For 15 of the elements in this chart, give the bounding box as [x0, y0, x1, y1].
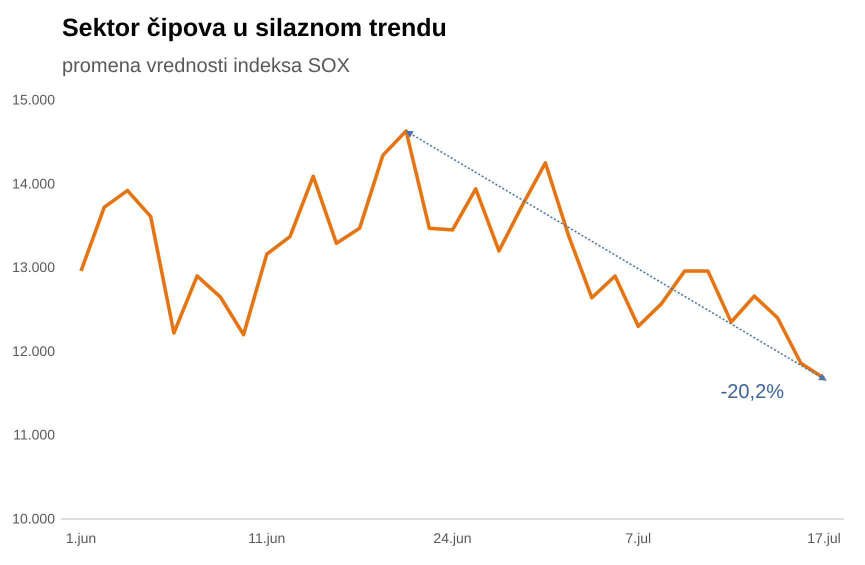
y-tick-label: 15.000 — [12, 91, 56, 108]
x-tick-label: 11.jun — [248, 530, 286, 546]
y-tick-label: 11.000 — [13, 426, 56, 443]
line-series — [79, 129, 826, 380]
y-tick-label: 12.000 — [12, 342, 56, 359]
x-tick-label: 1.jun — [66, 530, 96, 546]
y-tick-label: 13.000 — [12, 259, 56, 276]
annotation: -20,2% — [720, 381, 784, 404]
x-tick-label: 7.jul — [625, 530, 652, 546]
chart-title: Sektor čipova u silaznom trendu — [62, 14, 447, 42]
y-tick-label: 10.000 — [12, 510, 56, 526]
chart-subtitle: promena vrednosti indeksa SOX — [62, 55, 350, 77]
x-tick-label: 17.jul — [807, 530, 841, 546]
y-tick-label: 14.000 — [12, 175, 56, 192]
x-tick-label: 24.jun — [433, 530, 472, 546]
